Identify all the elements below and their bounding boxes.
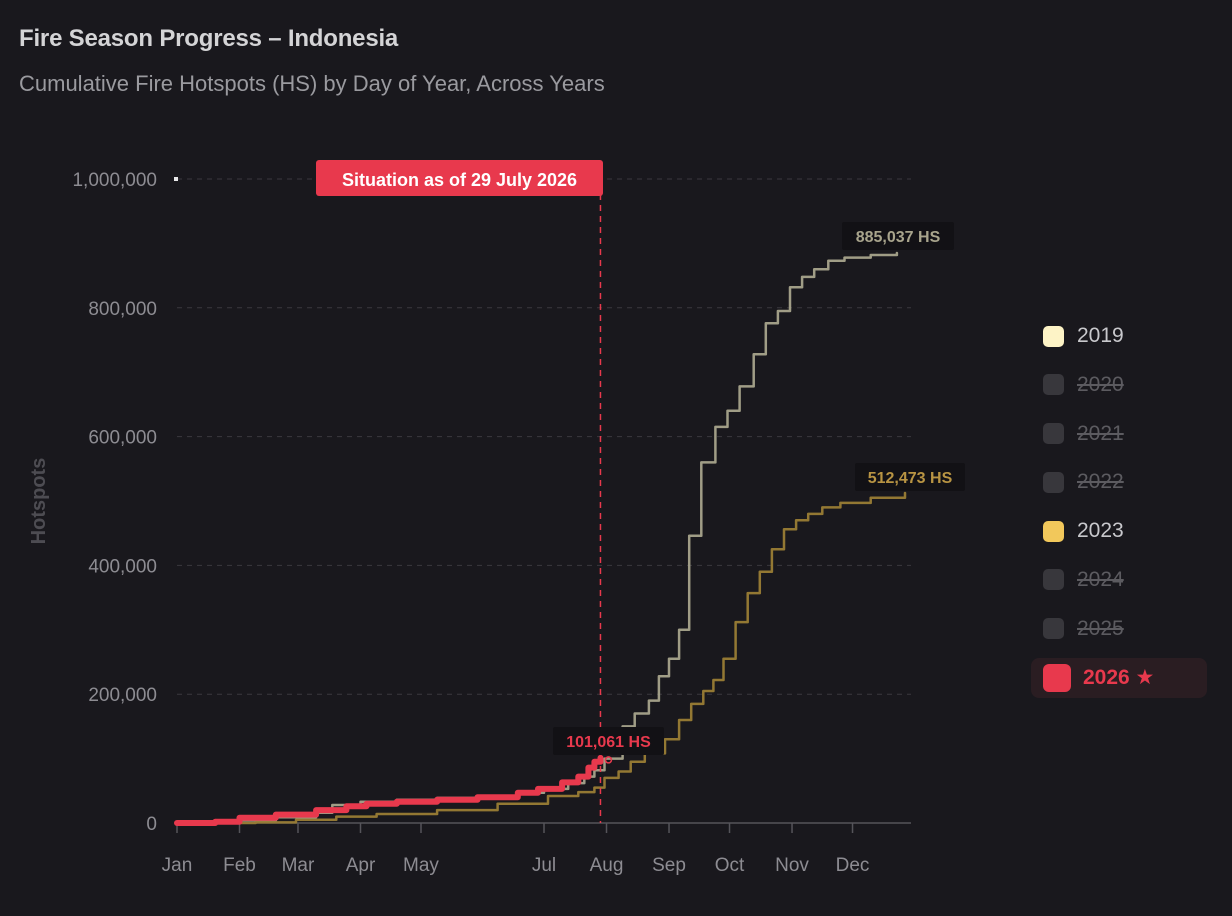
x-tick-label: Sep xyxy=(652,855,686,876)
end-label-text: 885,037 HS xyxy=(856,229,941,246)
end-label-text: 512,473 HS xyxy=(868,470,953,487)
end-label-2023: 512,473 HS xyxy=(855,463,965,491)
series-line-2026 xyxy=(174,754,604,826)
marker-label-text: Situation as of 29 July 2026 xyxy=(342,170,577,190)
legend-label: 2025 xyxy=(1077,616,1124,640)
legend-label: 2021 xyxy=(1077,421,1124,445)
legend-label: 2020 xyxy=(1077,372,1124,396)
y-tick-label: 200,000 xyxy=(88,685,157,706)
series-line-2019 xyxy=(175,251,899,825)
x-tick-label: Aug xyxy=(590,855,624,876)
series-end-dot-2026 xyxy=(604,756,613,764)
series-line-2023 xyxy=(175,491,907,825)
x-tick-label: Jul xyxy=(532,855,556,876)
x-tick-label: Oct xyxy=(715,855,745,876)
end-label-bg xyxy=(553,727,664,755)
y-tick-label: 1,000,000 xyxy=(72,170,157,191)
legend-item-2023[interactable]: 2023 xyxy=(1031,511,1207,551)
legend-item-2020[interactable]: 2020 xyxy=(1031,365,1207,405)
legend-label: 2024 xyxy=(1077,567,1124,591)
legend-label: 2026 ★ xyxy=(1083,666,1155,690)
y-tick-label: 400,000 xyxy=(88,556,157,577)
legend-label: 2023 xyxy=(1077,519,1124,543)
x-tick-label: Feb xyxy=(223,855,256,876)
legend-swatch-2021 xyxy=(1043,423,1064,445)
origin-dot xyxy=(174,177,178,181)
legend-swatch-2020 xyxy=(1043,374,1064,396)
marker-label-bg xyxy=(316,160,603,196)
legend-swatch-2026 xyxy=(1043,663,1071,692)
legend: 2019 2020 2021 2022 2023 2024 2025 2026 … xyxy=(1031,316,1207,706)
x-tick-label: Jan xyxy=(162,855,193,876)
legend-item-2024[interactable]: 2024 xyxy=(1031,560,1207,600)
legend-label: 2019 xyxy=(1077,324,1124,347)
legend-swatch-2024 xyxy=(1043,569,1064,591)
legend-label: 2022 xyxy=(1077,470,1124,494)
legend-swatch-2019 xyxy=(1043,325,1064,347)
y-tick-label: 600,000 xyxy=(88,428,157,449)
end-label-bg xyxy=(842,222,954,250)
legend-swatch-2025 xyxy=(1043,618,1064,640)
end-label-bg xyxy=(855,463,965,491)
chart-title: Fire Season Progress – Indonesia xyxy=(19,25,399,52)
y-axis-title: Hotspots xyxy=(28,458,50,545)
legend-item-2021[interactable]: 2021 xyxy=(1031,414,1207,454)
series-layer xyxy=(174,251,907,826)
legend-item-2022[interactable]: 2022 xyxy=(1031,462,1207,502)
y-tick-label: 0 xyxy=(146,814,157,835)
x-tick-label: May xyxy=(403,855,439,876)
end-label-text: 101,061 HS xyxy=(566,734,651,751)
legend-item-2026[interactable]: 2026 ★ xyxy=(1031,657,1207,698)
end-label-2026: 101,061 HS xyxy=(553,727,664,755)
y-tick-label: 800,000 xyxy=(88,299,157,320)
legend-swatch-2023 xyxy=(1043,520,1064,542)
x-tick-label: Apr xyxy=(346,855,376,876)
legend-item-2019[interactable]: 2019 xyxy=(1031,316,1207,356)
marker-label: Situation as of 29 July 2026 xyxy=(316,160,603,196)
x-tick-label: Mar xyxy=(282,855,315,876)
legend-item-2025[interactable]: 2025 xyxy=(1031,609,1207,649)
chart-subtitle: Cumulative Fire Hotspots (HS) by Day of … xyxy=(19,71,605,96)
legend-swatch-2022 xyxy=(1043,471,1064,493)
x-tick-label: Dec xyxy=(836,855,870,876)
end-label-2019: 885,037 HS xyxy=(842,222,954,250)
x-tick-label: Nov xyxy=(775,855,809,876)
